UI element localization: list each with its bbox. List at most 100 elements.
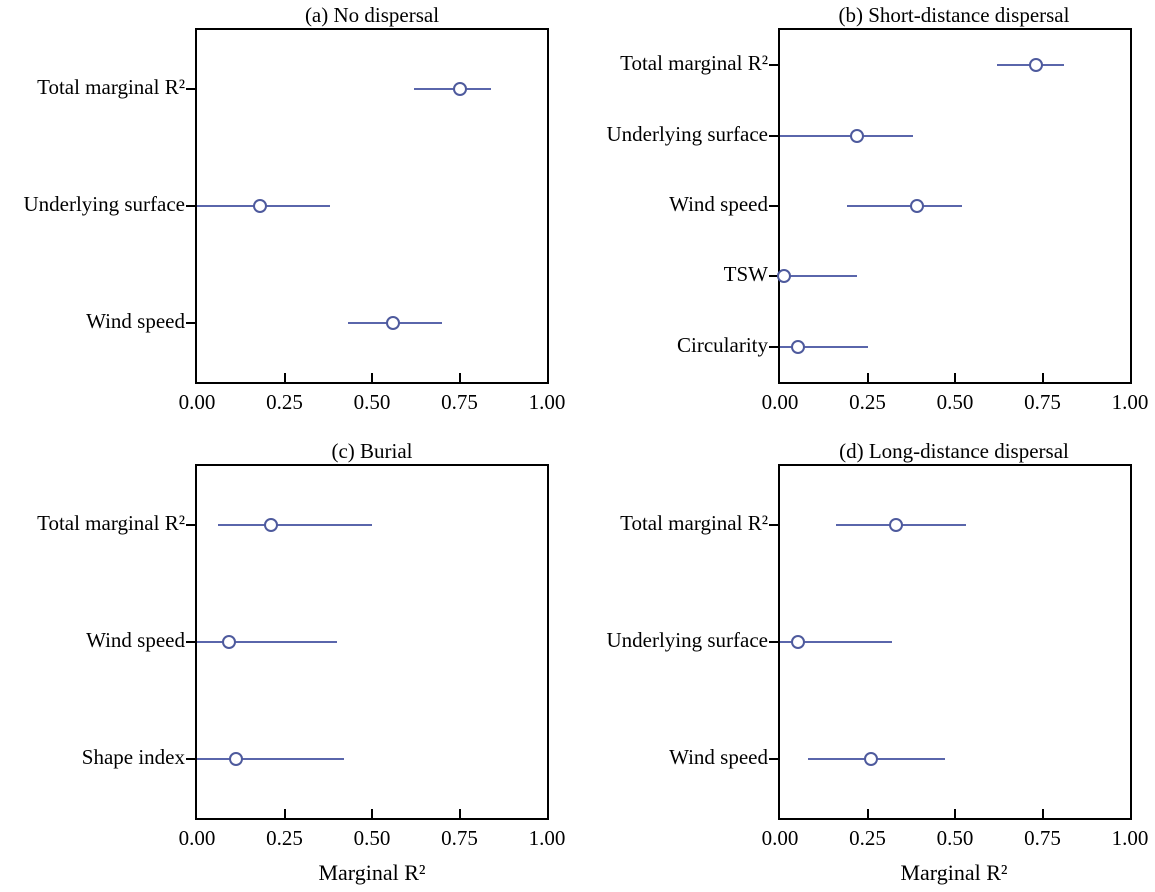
x-axis-tick-labels: 0.00 0.25 0.50 0.75 1.00 (762, 384, 1149, 422)
panel-no-dispersal: (a) No dispersal Total marginal R² Underl… (0, 0, 578, 422)
x-axis-tick (866, 373, 869, 382)
x-axis-tick-label: 0.00 (178, 390, 216, 414)
interval-line (780, 275, 857, 277)
x-axis-tick (866, 809, 869, 818)
x-axis-tick-labels: 0.00 0.25 0.50 0.75 1.00 (762, 820, 1149, 858)
x-axis-tick-labels: 0.00 0.25 0.50 0.75 1.00 (179, 820, 566, 858)
x-axis-tick (1041, 373, 1044, 382)
interval-line (780, 346, 868, 348)
interval-line (846, 205, 962, 207)
estimate-marker (850, 129, 864, 143)
category-label: Wind speed (86, 628, 185, 652)
category-label: Circularity (677, 333, 768, 357)
x-axis-tick-labels: 0.00 0.25 0.50 0.75 1.00 (179, 384, 566, 422)
category-label: Wind speed (669, 745, 768, 769)
category-label: Total marginal R² (37, 511, 185, 535)
x-axis-tick (371, 809, 373, 818)
estimate-marker (790, 340, 805, 354)
x-axis-tick-label: 0.25 (266, 826, 303, 850)
panel-title: (d) Long-distance dispersal (839, 439, 1069, 463)
interval-line (780, 135, 913, 137)
x-axis-tick-label: 0.75 (1024, 826, 1061, 850)
y-axis-tick (769, 205, 778, 207)
x-axis-tick-label: 0.00 (178, 826, 216, 850)
y-axis-tick (186, 524, 195, 526)
category-labels: Total marginal R² Wind speed Shape index (0, 464, 195, 816)
panel-title: (b) Short-distance dispersal (838, 3, 1070, 27)
y-axis-tick (186, 758, 195, 760)
category-label: TSW (723, 262, 768, 286)
estimate-marker (263, 518, 278, 532)
x-axis-tick-label: 0.75 (441, 390, 478, 414)
estimate-marker (776, 269, 791, 283)
y-axis-tick (769, 758, 778, 760)
category-label: Total marginal R² (620, 51, 768, 75)
estimate-marker (888, 518, 903, 532)
interval-line (197, 641, 337, 643)
panel-body: Total marginal R² Underlying surface Wind … (578, 464, 1155, 820)
panel-burial: (c) Burial Total marginal R² Wind speed Sh… (0, 436, 578, 892)
y-axis-tick (186, 205, 195, 207)
x-axis-tick (283, 809, 286, 818)
x-axis-tick (458, 373, 461, 382)
estimate-marker (1028, 58, 1043, 72)
category-label: Shape index (81, 745, 185, 769)
y-axis-tick (769, 346, 778, 348)
estimate-marker (864, 752, 878, 766)
x-axis-tick (371, 373, 373, 382)
estimate-marker (253, 199, 267, 213)
plot-area (769, 464, 1132, 820)
category-label: Underlying surface (606, 122, 768, 146)
x-axis-title: Marginal R² (318, 860, 426, 885)
estimate-marker (386, 316, 400, 330)
x-axis-tick (283, 373, 286, 382)
x-axis-tick (954, 373, 956, 382)
interval-line (197, 758, 344, 760)
estimate-marker (909, 199, 924, 213)
x-axis-tick-label: 0.00 (761, 826, 799, 850)
category-label: Total marginal R² (37, 75, 185, 99)
plot-area (769, 28, 1132, 384)
estimate-marker (221, 635, 236, 649)
y-axis-tick (186, 88, 195, 90)
interval-line (780, 641, 892, 643)
panel-body: Total marginal R² Underlying surface Wind … (0, 28, 578, 384)
interval-line (218, 524, 372, 526)
panel-title: (a) No dispersal (304, 3, 440, 27)
x-axis-tick-label: 0.25 (849, 826, 886, 850)
x-axis-tick-label: 0.50 (353, 390, 391, 414)
category-label: Wind speed (86, 309, 185, 333)
estimate-marker (228, 752, 243, 766)
category-label: Underlying surface (606, 628, 768, 652)
y-axis-tick (769, 641, 778, 643)
plot-area (186, 464, 549, 820)
x-axis-tick (954, 809, 956, 818)
category-labels: Total marginal R² Underlying surface Wind … (578, 464, 778, 816)
category-label: Total marginal R² (620, 511, 768, 535)
x-axis-tick-label: 0.25 (849, 390, 886, 414)
panel-body: Total marginal R² Underlying surface Wind … (578, 28, 1155, 384)
y-axis-tick (186, 641, 195, 643)
category-label: Wind speed (669, 192, 768, 216)
category-label: Underlying surface (23, 192, 185, 216)
x-axis-tick-label: 0.00 (761, 390, 799, 414)
y-axis-tick (186, 322, 195, 324)
panel-short-distance-dispersal: (b) Short-distance dispersal Total margi… (578, 0, 1155, 422)
x-axis-tick-label: 1.00 (1111, 390, 1149, 414)
x-axis-tick (458, 809, 461, 818)
x-axis-title: Marginal R² (900, 860, 1008, 885)
x-axis-tick-label: 0.50 (936, 390, 974, 414)
panel-title: (c) Burial (331, 439, 413, 463)
x-axis-tick-label: 1.00 (528, 826, 566, 850)
panel-body: Total marginal R² Wind speed Shape index (0, 464, 578, 820)
plot-area (186, 28, 549, 384)
category-labels: Total marginal R² Underlying surface Wind … (0, 28, 195, 380)
panel-long-distance-dispersal: (d) Long-distance dispersal Total margin… (578, 436, 1155, 892)
estimate-marker (790, 635, 805, 649)
y-axis-tick (769, 64, 778, 66)
y-axis-tick (769, 524, 778, 526)
category-labels: Total marginal R² Underlying surface Wind … (578, 28, 778, 380)
x-axis-tick-label: 1.00 (528, 390, 566, 414)
estimate-marker (452, 82, 467, 96)
